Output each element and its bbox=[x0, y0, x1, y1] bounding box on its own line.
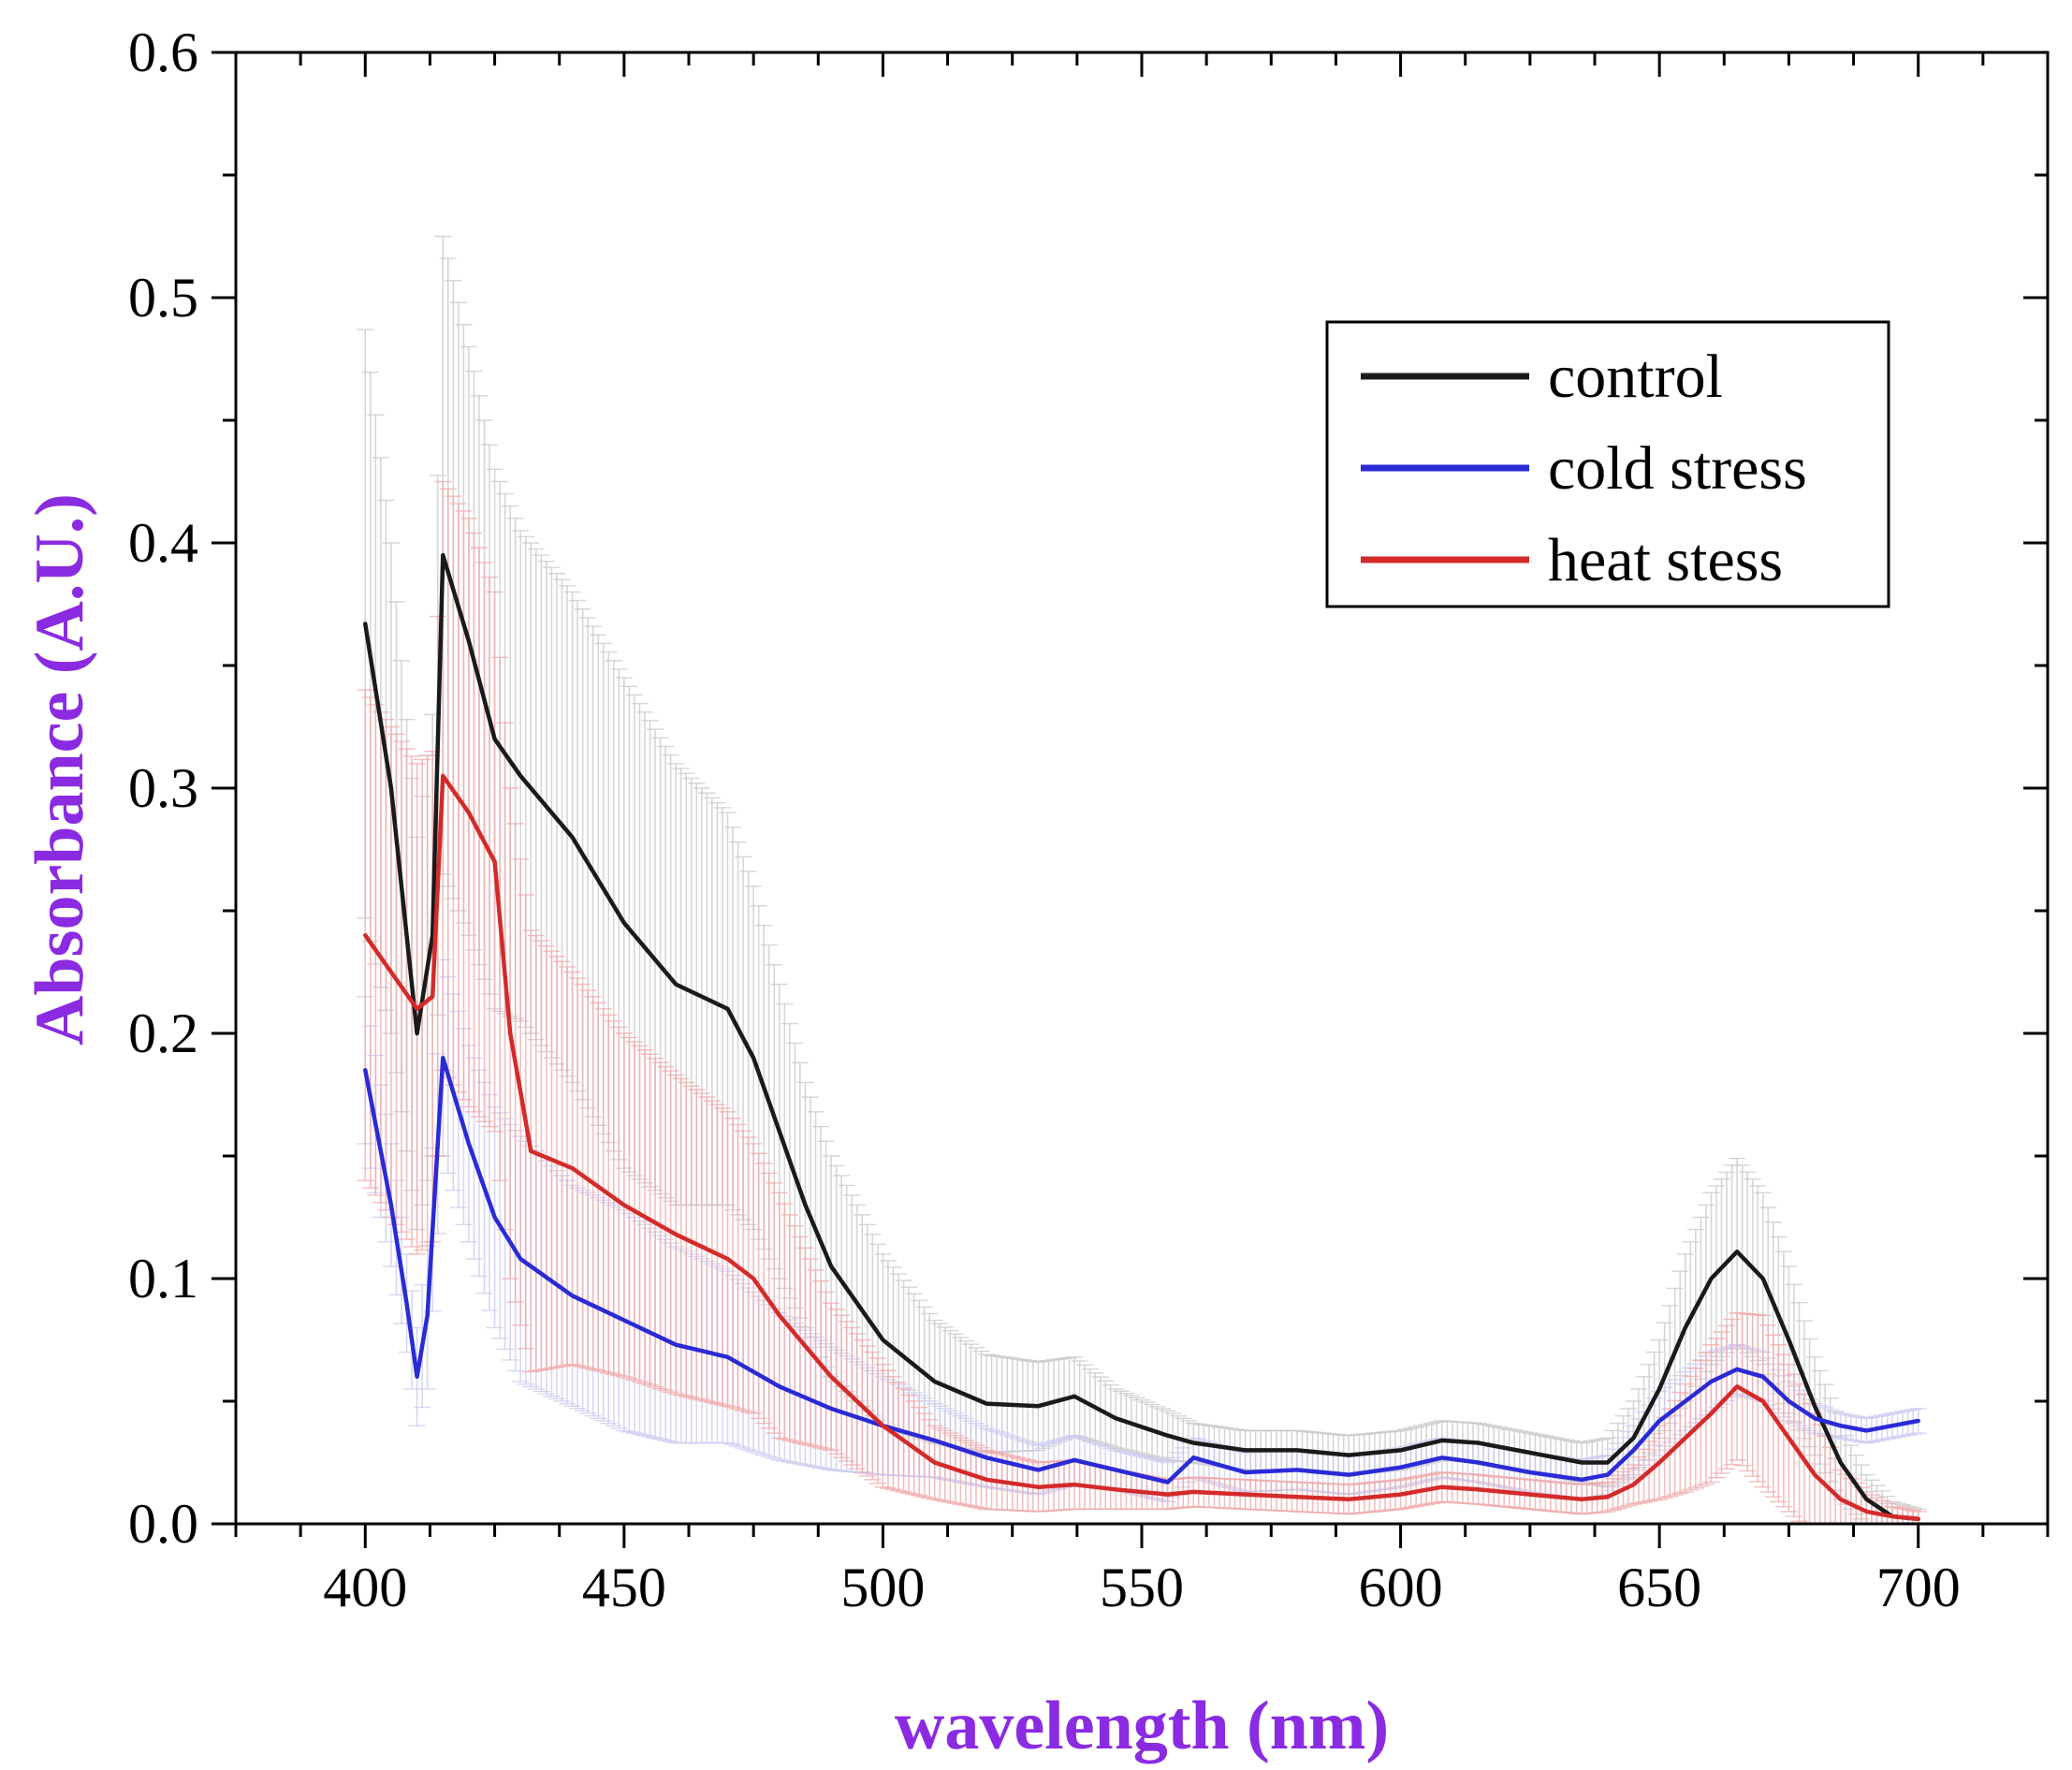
y-tick-label: 0.3 bbox=[128, 757, 198, 819]
x-tick-labels: 400 450 500 550 600 650 700 bbox=[323, 1557, 1960, 1618]
x-tick-label: 650 bbox=[1617, 1557, 1701, 1618]
y-tick-labels: 0.0 0.1 0.2 0.3 0.4 0.5 0.6 bbox=[128, 22, 198, 1555]
series-line-cold-stress bbox=[363, 1055, 1920, 1485]
y-tick-label: 0.6 bbox=[128, 22, 198, 83]
series-line-control bbox=[363, 552, 1920, 1522]
y-tick-label: 0.0 bbox=[128, 1493, 198, 1555]
y-axis-title: Absorbance (A.U.) bbox=[22, 493, 98, 1046]
y-tick-label: 0.5 bbox=[128, 267, 198, 329]
x-tick-label: 450 bbox=[582, 1557, 666, 1618]
legend-box bbox=[1325, 320, 1890, 608]
ticks-layer bbox=[212, 51, 2050, 1548]
y-tick-label: 0.1 bbox=[128, 1248, 198, 1309]
legend-label-control: control bbox=[1548, 343, 1723, 411]
x-tick-label: 550 bbox=[1100, 1557, 1184, 1618]
y-tick-label: 0.4 bbox=[128, 512, 198, 574]
legend-label-heat-stress: heat stess bbox=[1548, 526, 1783, 594]
series-lines-layer bbox=[363, 552, 1920, 1522]
series-line-heat-stress bbox=[363, 773, 1920, 1522]
legend: control cold stress heat stess bbox=[1325, 320, 1890, 608]
x-tick-label: 500 bbox=[840, 1557, 925, 1618]
x-tick-label: 400 bbox=[323, 1557, 407, 1618]
x-tick-label: 700 bbox=[1876, 1557, 1961, 1618]
x-axis-title: wavelength (nm) bbox=[895, 1688, 1389, 1764]
y-tick-label: 0.2 bbox=[128, 1002, 198, 1064]
x-tick-label: 600 bbox=[1359, 1557, 1443, 1618]
legend-label-cold-stress: cold stress bbox=[1548, 434, 1807, 503]
